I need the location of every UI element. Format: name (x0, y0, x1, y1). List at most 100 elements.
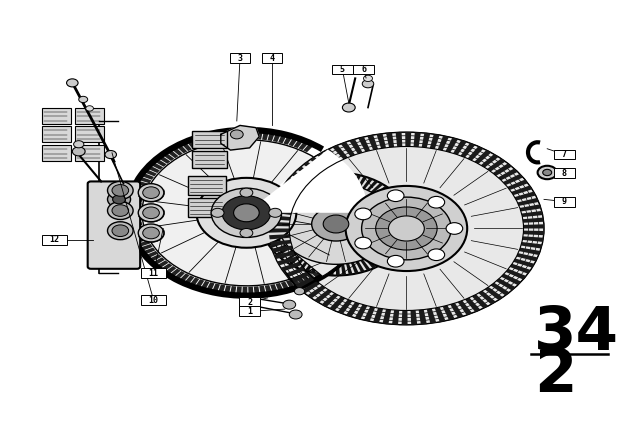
Bar (188, 176, 226, 195)
Wedge shape (386, 242, 401, 250)
Circle shape (211, 188, 282, 237)
Wedge shape (284, 253, 298, 262)
Text: 8: 8 (562, 169, 567, 178)
Wedge shape (129, 222, 142, 227)
Wedge shape (496, 278, 516, 290)
Circle shape (112, 185, 129, 196)
Wedge shape (296, 179, 307, 190)
Wedge shape (374, 186, 388, 195)
Wedge shape (364, 306, 375, 321)
Wedge shape (388, 239, 404, 246)
Wedge shape (389, 204, 405, 210)
Wedge shape (371, 183, 383, 193)
Wedge shape (350, 224, 364, 228)
Wedge shape (157, 155, 170, 164)
Text: 34: 34 (534, 304, 620, 363)
Circle shape (428, 249, 445, 261)
Wedge shape (307, 285, 326, 298)
Circle shape (355, 208, 371, 220)
Text: 3: 3 (237, 54, 243, 63)
Wedge shape (349, 139, 362, 154)
Circle shape (105, 151, 116, 159)
Wedge shape (284, 135, 292, 145)
Circle shape (113, 195, 125, 204)
Text: 10: 10 (148, 296, 159, 305)
Wedge shape (278, 190, 300, 198)
Wedge shape (248, 287, 253, 296)
Wedge shape (333, 253, 346, 260)
Wedge shape (460, 143, 476, 158)
Circle shape (342, 103, 355, 112)
Wedge shape (181, 142, 192, 151)
Wedge shape (195, 279, 204, 289)
Wedge shape (330, 264, 334, 276)
Wedge shape (171, 146, 183, 156)
Wedge shape (356, 261, 365, 272)
Wedge shape (326, 259, 339, 267)
Circle shape (323, 215, 349, 233)
Wedge shape (427, 309, 436, 323)
Wedge shape (297, 167, 317, 179)
Wedge shape (169, 269, 180, 278)
Wedge shape (128, 214, 141, 218)
Bar (239, 306, 260, 316)
Wedge shape (523, 218, 543, 223)
Wedge shape (131, 193, 144, 198)
Wedge shape (186, 140, 197, 149)
Wedge shape (275, 283, 284, 293)
Wedge shape (422, 133, 430, 148)
Wedge shape (128, 206, 141, 210)
Wedge shape (257, 130, 263, 140)
Wedge shape (264, 211, 280, 215)
Wedge shape (128, 210, 141, 214)
Circle shape (312, 207, 360, 241)
Bar (141, 268, 166, 278)
Wedge shape (145, 251, 158, 258)
Wedge shape (349, 228, 362, 233)
Text: 5: 5 (340, 65, 345, 74)
Wedge shape (275, 195, 296, 204)
Wedge shape (277, 257, 298, 265)
Wedge shape (132, 233, 147, 239)
Wedge shape (243, 287, 248, 296)
Wedge shape (367, 135, 378, 150)
Wedge shape (381, 192, 396, 201)
Wedge shape (377, 251, 390, 260)
Wedge shape (142, 140, 351, 286)
Wedge shape (285, 267, 305, 277)
Wedge shape (162, 152, 174, 161)
Wedge shape (139, 244, 153, 251)
Circle shape (138, 224, 164, 242)
Wedge shape (373, 308, 383, 323)
Wedge shape (511, 185, 532, 195)
Wedge shape (269, 234, 290, 239)
Bar (75, 108, 104, 124)
Wedge shape (301, 275, 312, 284)
Wedge shape (503, 174, 523, 185)
Wedge shape (343, 173, 349, 184)
Wedge shape (274, 251, 295, 259)
Wedge shape (246, 150, 368, 213)
Wedge shape (390, 236, 406, 241)
Wedge shape (251, 130, 257, 139)
Wedge shape (314, 289, 332, 303)
Circle shape (108, 191, 131, 207)
Circle shape (240, 188, 253, 197)
Wedge shape (262, 220, 278, 223)
Wedge shape (378, 189, 392, 198)
Wedge shape (508, 180, 528, 190)
Wedge shape (513, 258, 534, 267)
Wedge shape (429, 134, 440, 149)
Wedge shape (295, 277, 315, 289)
Wedge shape (270, 284, 278, 293)
Circle shape (240, 228, 253, 237)
Wedge shape (341, 264, 346, 276)
Wedge shape (332, 145, 348, 159)
Wedge shape (465, 297, 481, 312)
Wedge shape (479, 291, 496, 304)
Wedge shape (384, 196, 400, 204)
Circle shape (294, 288, 305, 295)
Wedge shape (129, 197, 143, 202)
Wedge shape (387, 200, 403, 207)
Wedge shape (227, 130, 234, 140)
